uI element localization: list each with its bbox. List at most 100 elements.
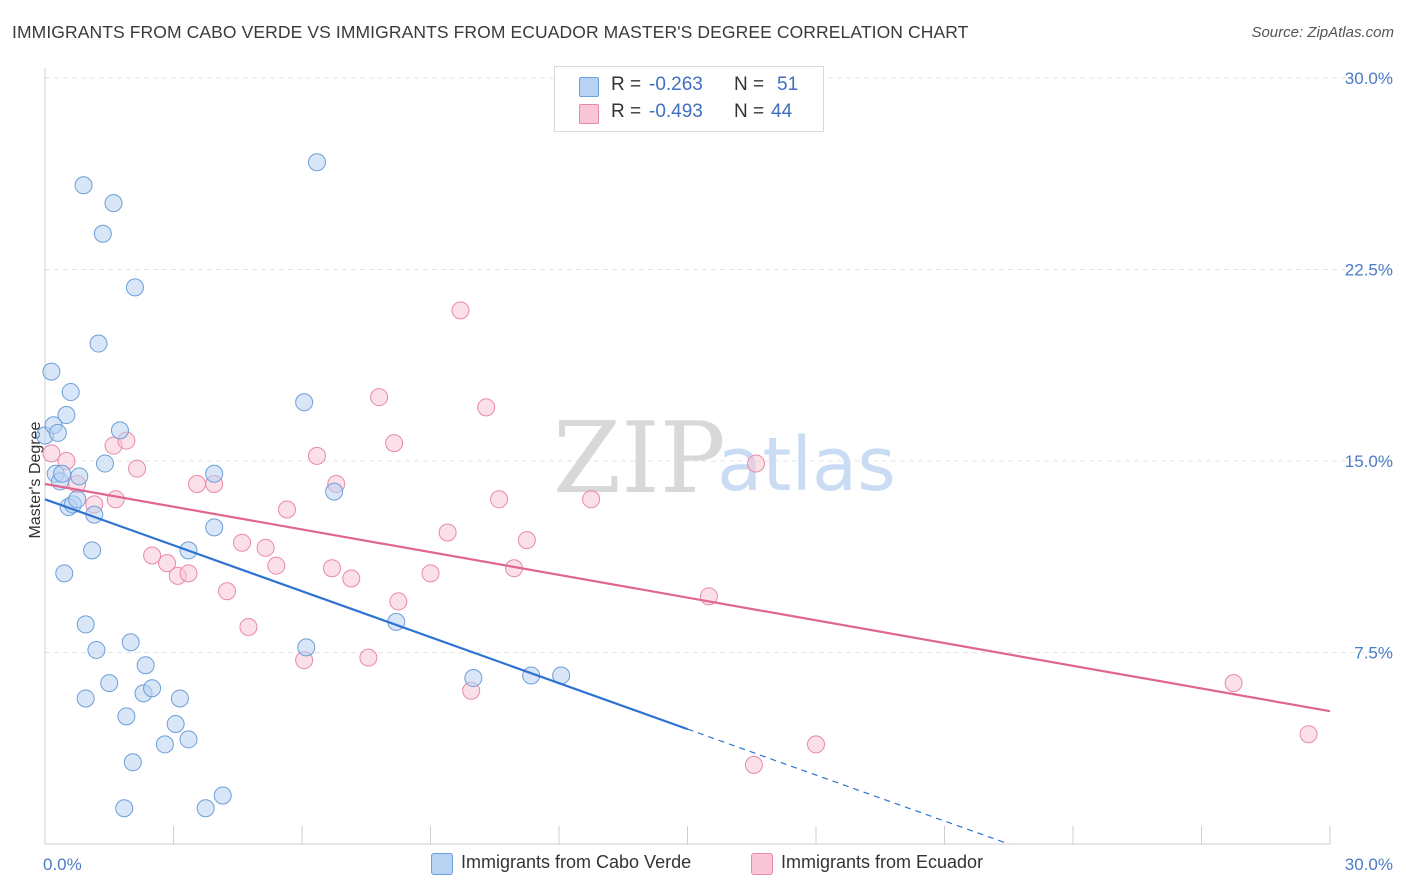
- legend-r-value: -0.263: [649, 74, 703, 95]
- data-point-cabo-verde: [57, 406, 76, 425]
- bottom-legend-label-cabo: Immigrants from Cabo Verde: [461, 852, 692, 872]
- data-point-ecuador: [744, 755, 763, 774]
- data-point-ecuador: [106, 490, 125, 509]
- legend-swatch-cabo: [579, 77, 599, 97]
- data-point-cabo-verde: [170, 689, 189, 708]
- data-point-ecuador: [256, 538, 275, 557]
- data-point-cabo-verde: [110, 421, 129, 440]
- data-point-cabo-verde: [121, 633, 140, 652]
- data-point-cabo-verde: [76, 689, 95, 708]
- legend-r-value: -0.493: [649, 101, 703, 122]
- y-tick-label: 22.5%: [1345, 261, 1393, 280]
- data-point-ecuador: [421, 564, 440, 583]
- cabo-verde-points: [36, 153, 571, 818]
- data-point-cabo-verde: [55, 564, 74, 583]
- watermark-zip: ZIP: [553, 402, 726, 516]
- data-point-ecuador: [322, 559, 341, 578]
- data-point-ecuador: [188, 474, 207, 493]
- data-point-cabo-verde: [117, 707, 136, 726]
- legend-r-label: R =: [611, 74, 642, 95]
- data-point-cabo-verde: [213, 786, 232, 805]
- data-point-cabo-verde: [205, 464, 224, 483]
- trend-line-cabo-verde: [44, 498, 688, 731]
- data-point-ecuador: [389, 592, 408, 611]
- data-point-ecuador: [359, 648, 378, 667]
- data-point-ecuador: [451, 301, 470, 320]
- source-label: Source: ZipAtlas.com: [1251, 24, 1394, 41]
- legend-r-label: R =: [611, 101, 642, 122]
- y-tick-label: 7.5%: [1354, 644, 1393, 663]
- data-point-cabo-verde: [89, 334, 108, 353]
- data-point-cabo-verde: [464, 669, 483, 688]
- chart-title: IMMIGRANTS FROM CABO VERDE VS IMMIGRANTS…: [12, 22, 969, 42]
- data-point-cabo-verde: [61, 383, 80, 402]
- bottom-legend-label-ecuador: Immigrants from Ecuador: [781, 852, 984, 872]
- data-point-cabo-verde: [100, 674, 119, 693]
- data-point-cabo-verde: [87, 640, 106, 659]
- data-point-ecuador: [143, 546, 162, 565]
- data-point-ecuador: [218, 582, 237, 601]
- data-point-cabo-verde: [297, 638, 316, 657]
- data-point-ecuador: [239, 617, 258, 636]
- data-point-ecuador: [370, 388, 389, 407]
- bottom-legend-swatch-ecuador: [751, 853, 773, 875]
- data-point-ecuador: [278, 500, 297, 519]
- data-point-cabo-verde: [325, 482, 344, 501]
- bottom-legend-swatch-cabo: [431, 853, 453, 875]
- y-tick-label: 30.0%: [1345, 69, 1393, 88]
- data-point-cabo-verde: [83, 541, 102, 560]
- data-point-cabo-verde: [76, 615, 95, 634]
- stats-legend: R = -0.263 N = 51 R = -0.493 N = 44: [554, 66, 824, 132]
- data-point-ecuador: [582, 490, 601, 509]
- trend-line-ecuador: [44, 482, 1331, 713]
- legend-n-label: N =: [734, 74, 765, 95]
- x-tick-label: 30.0%: [1345, 855, 1393, 874]
- data-point-ecuador: [179, 564, 198, 583]
- x-tick-label: 0.0%: [43, 855, 82, 874]
- data-point-cabo-verde: [48, 423, 67, 442]
- legend-swatch-ecuador: [579, 104, 599, 124]
- data-point-ecuador: [158, 554, 177, 573]
- data-point-cabo-verde: [295, 393, 314, 412]
- data-point-cabo-verde: [74, 176, 93, 195]
- data-point-ecuador: [233, 533, 252, 552]
- data-point-cabo-verde: [196, 799, 215, 818]
- data-point-ecuador: [342, 569, 361, 588]
- data-point-ecuador: [490, 490, 509, 509]
- data-point-cabo-verde: [136, 656, 155, 675]
- data-point-cabo-verde: [205, 518, 224, 537]
- data-point-ecuador: [1224, 674, 1243, 693]
- data-point-ecuador: [267, 556, 286, 575]
- data-point-cabo-verde: [42, 362, 61, 381]
- data-point-cabo-verde: [68, 490, 87, 509]
- y-tick-label: 15.0%: [1345, 452, 1393, 471]
- data-point-cabo-verde: [104, 194, 123, 213]
- data-point-ecuador: [385, 434, 404, 453]
- data-point-cabo-verde: [307, 153, 326, 172]
- data-point-ecuador: [128, 459, 147, 478]
- data-point-ecuador: [307, 446, 326, 465]
- grid-lines: [45, 77, 1392, 653]
- data-point-cabo-verde: [179, 730, 198, 749]
- data-point-cabo-verde: [70, 467, 89, 486]
- legend-n-value: 44: [771, 101, 793, 122]
- data-point-cabo-verde: [115, 799, 134, 818]
- data-point-cabo-verde: [93, 224, 112, 243]
- legend-n-label: N =: [734, 101, 765, 122]
- data-point-ecuador: [477, 398, 496, 417]
- data-point-cabo-verde: [125, 278, 144, 297]
- data-point-ecuador: [1299, 725, 1318, 744]
- data-point-ecuador: [807, 735, 825, 754]
- tick-labels: 7.5% 15.0% 22.5% 30.0% 0.0% 30.0%: [43, 69, 1393, 874]
- data-point-ecuador: [42, 444, 61, 463]
- data-point-ecuador: [517, 531, 536, 550]
- watermark-atlas: atlas: [717, 422, 896, 508]
- data-point-cabo-verde: [143, 679, 162, 698]
- data-point-cabo-verde: [166, 714, 185, 733]
- ecuador-points: [42, 301, 1318, 774]
- data-point-ecuador: [438, 523, 457, 542]
- data-point-ecuador: [747, 454, 766, 473]
- trend-line-cabo-verde-extrapolated: [687, 728, 1009, 845]
- data-point-cabo-verde: [53, 464, 72, 483]
